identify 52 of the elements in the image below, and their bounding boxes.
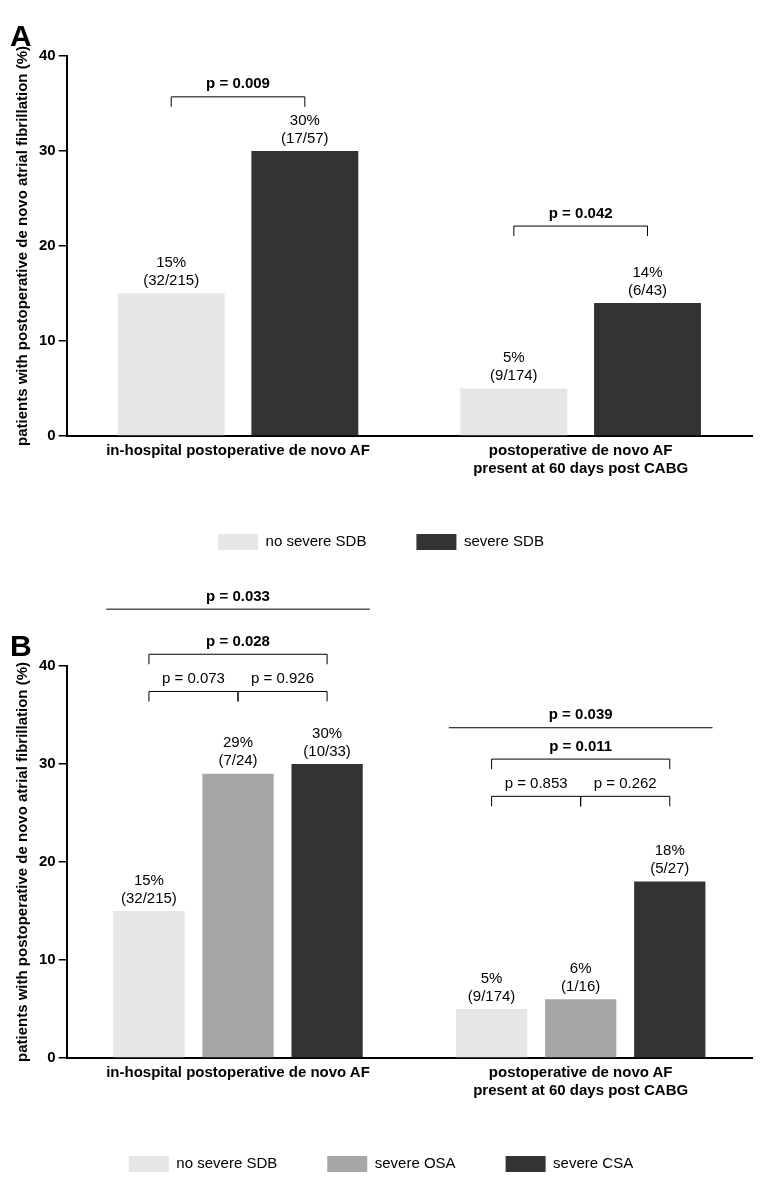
y-tick-label: 10 (39, 950, 56, 968)
bar (202, 773, 274, 1058)
bar (594, 303, 701, 436)
x-tick-label: in-hospital postoperative de novo AF (106, 1063, 370, 1081)
bar (117, 293, 225, 436)
x-tick-label: postoperative de novo AF present at 60 days post CABG (473, 1063, 689, 1099)
bar (634, 881, 706, 1058)
legend-label: severe CSA (553, 1154, 634, 1172)
bar (460, 388, 568, 436)
annotation: p = 0.009 (206, 74, 270, 92)
text: p = 0.028 (206, 631, 270, 649)
bar (455, 1009, 528, 1058)
y-tick-label: 40 (39, 656, 56, 674)
annotation: p = 0.853 (504, 773, 568, 791)
text: p = 0.033 (206, 586, 270, 604)
legend-label: no severe SDB (265, 532, 367, 550)
data-label: 30% (17/57) (281, 110, 329, 146)
y-tick-label: 0 (47, 1048, 56, 1066)
data-label: 5% (9/174) (490, 348, 538, 384)
data-label: 15% (32/215) (120, 870, 177, 906)
annotation: p = 0.262 (593, 773, 657, 791)
annotation: p = 0.011 (549, 736, 613, 754)
y-tick-label: 0 (47, 426, 56, 444)
y-tick-label: 20 (39, 852, 56, 870)
legend-label: no severe SDB (176, 1154, 278, 1172)
y-tick-label: 30 (39, 141, 56, 159)
y-axis-title: patients with postoperative de novo atrial fibrillation (%) (13, 661, 31, 1063)
legend-label: severe OSA (374, 1154, 456, 1172)
annotation: p = 0.039 (548, 705, 613, 723)
data-label: 18% (5/27) (650, 841, 690, 877)
y-tick-label: 30 (39, 754, 56, 772)
chart-title: B (10, 629, 32, 663)
annotation: p = 0.073 (161, 669, 225, 687)
annotation: p = 0.926 (251, 669, 315, 687)
data-label: 15% (32/215) (143, 253, 200, 289)
y-tick-label: 40 (39, 46, 56, 64)
legend-label: severe SDB (463, 532, 544, 550)
data-label: 6% (1/16) (561, 958, 601, 994)
data-label: 29% (7/24) (218, 733, 258, 769)
data-label: 14% (6/43) (627, 262, 668, 298)
bar (545, 999, 617, 1058)
bar (251, 151, 359, 436)
bar (291, 764, 363, 1058)
data-label: 5% (9/174) (467, 968, 516, 1004)
annotation: p = 0.042 (548, 203, 613, 221)
y-axis-title: patients with postoperative de novo atrial fibrillation (%) (13, 45, 31, 447)
x-tick-label: postoperative de novo AF present at 60 days post CABG (473, 441, 689, 477)
y-tick-label: 10 (39, 331, 56, 349)
x-tick-label: in-hospital postoperative de novo AF (106, 441, 370, 459)
bar (113, 911, 185, 1058)
y-tick-label: 20 (39, 236, 56, 254)
data-label: 30% (10/33) (303, 723, 351, 759)
